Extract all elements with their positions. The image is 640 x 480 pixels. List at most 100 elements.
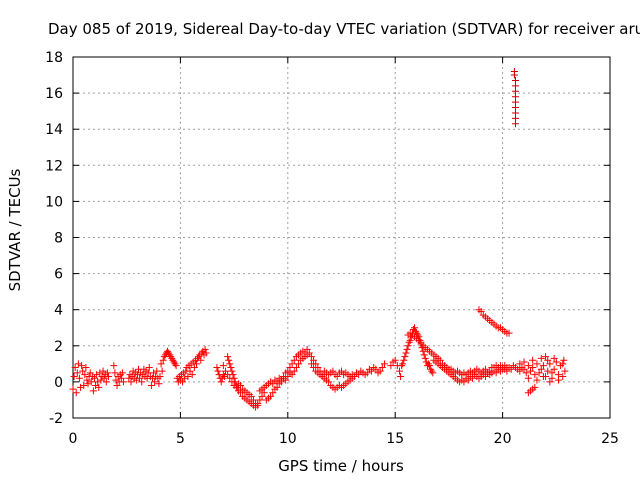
data-point — [181, 374, 189, 382]
data-point — [516, 367, 524, 375]
data-point — [397, 372, 405, 380]
data-point — [376, 367, 384, 375]
data-point — [550, 365, 558, 373]
data-point — [202, 349, 210, 357]
data-point — [411, 324, 419, 332]
data-point — [368, 367, 376, 375]
data-point — [74, 360, 82, 368]
data-point — [533, 376, 541, 384]
data-point — [290, 367, 298, 375]
data-point — [522, 369, 530, 377]
y-tick-label: 0 — [54, 375, 63, 391]
data-point — [503, 363, 511, 371]
y-tick-label: 18 — [45, 50, 63, 66]
data-point — [380, 360, 388, 368]
data-point — [96, 369, 104, 377]
data-point — [428, 367, 436, 375]
data-point — [237, 382, 245, 390]
data-point — [527, 367, 535, 375]
data-point — [156, 372, 164, 380]
data-point — [552, 358, 560, 366]
data-point — [269, 380, 277, 388]
data-point — [544, 356, 552, 364]
data-point — [355, 371, 363, 379]
data-point — [387, 362, 395, 370]
data-point — [406, 336, 414, 344]
data-point — [412, 327, 420, 335]
data-point — [167, 353, 175, 361]
data-point — [535, 369, 543, 377]
data-point — [460, 378, 468, 386]
data-point — [333, 372, 341, 380]
data-point — [168, 354, 176, 362]
data-point — [228, 367, 236, 375]
data-point — [305, 349, 313, 357]
x-tick-label: 10 — [279, 431, 297, 447]
data-point — [226, 360, 234, 368]
data-point — [310, 356, 318, 364]
data-point — [165, 349, 173, 357]
data-point — [520, 365, 528, 373]
data-point — [417, 338, 425, 346]
data-point — [164, 347, 172, 355]
data-point — [395, 367, 403, 375]
data-point — [159, 356, 167, 364]
data-point — [429, 369, 437, 377]
data-point — [94, 378, 102, 386]
data-point — [290, 356, 298, 364]
y-axis-ticks: -2 0 2 4 6 8 10 12 14 16 18 — [45, 50, 610, 427]
data-point — [158, 367, 166, 375]
data-point — [404, 342, 412, 350]
data-point — [273, 383, 281, 391]
data-point — [86, 369, 94, 377]
data-point — [405, 338, 413, 346]
data-point — [95, 383, 103, 391]
data-point — [184, 372, 192, 380]
data-point — [402, 349, 410, 357]
data-point — [118, 369, 126, 377]
data-point — [171, 360, 179, 368]
x-tick-label: 20 — [494, 431, 512, 447]
data-point — [307, 353, 315, 361]
data-point — [288, 360, 296, 368]
data-point — [201, 345, 209, 353]
data-point — [117, 374, 125, 382]
data-point — [533, 360, 541, 368]
y-tick-label: 2 — [54, 339, 63, 355]
data-point — [72, 389, 80, 397]
data-point — [225, 356, 233, 364]
data-point — [169, 356, 177, 364]
data-point — [548, 369, 556, 377]
data-point — [539, 372, 547, 380]
data-point — [252, 403, 260, 411]
y-axis-label: SDTVAR / TECUs — [6, 168, 24, 291]
data-point — [82, 363, 90, 371]
data-point — [155, 380, 163, 388]
y-tick-label: 8 — [54, 231, 63, 247]
data-point — [307, 360, 315, 368]
data-point — [277, 378, 285, 386]
data-point — [151, 378, 159, 386]
data-point — [403, 345, 411, 353]
data-point — [103, 369, 111, 377]
data-point — [350, 372, 358, 380]
data-points — [69, 67, 569, 411]
data-point — [524, 374, 532, 382]
data-point — [197, 356, 205, 364]
data-point — [172, 362, 180, 370]
data-point — [559, 360, 567, 368]
data-point — [481, 365, 489, 373]
data-point — [554, 376, 562, 384]
data-point — [102, 378, 110, 386]
data-point — [145, 363, 153, 371]
data-point — [193, 360, 201, 368]
data-point — [378, 363, 386, 371]
data-point — [267, 392, 275, 400]
data-point — [338, 367, 345, 375]
data-point — [420, 351, 428, 359]
data-point — [398, 362, 406, 370]
data-point — [477, 308, 485, 316]
data-point — [424, 360, 432, 368]
data-point — [400, 356, 408, 364]
